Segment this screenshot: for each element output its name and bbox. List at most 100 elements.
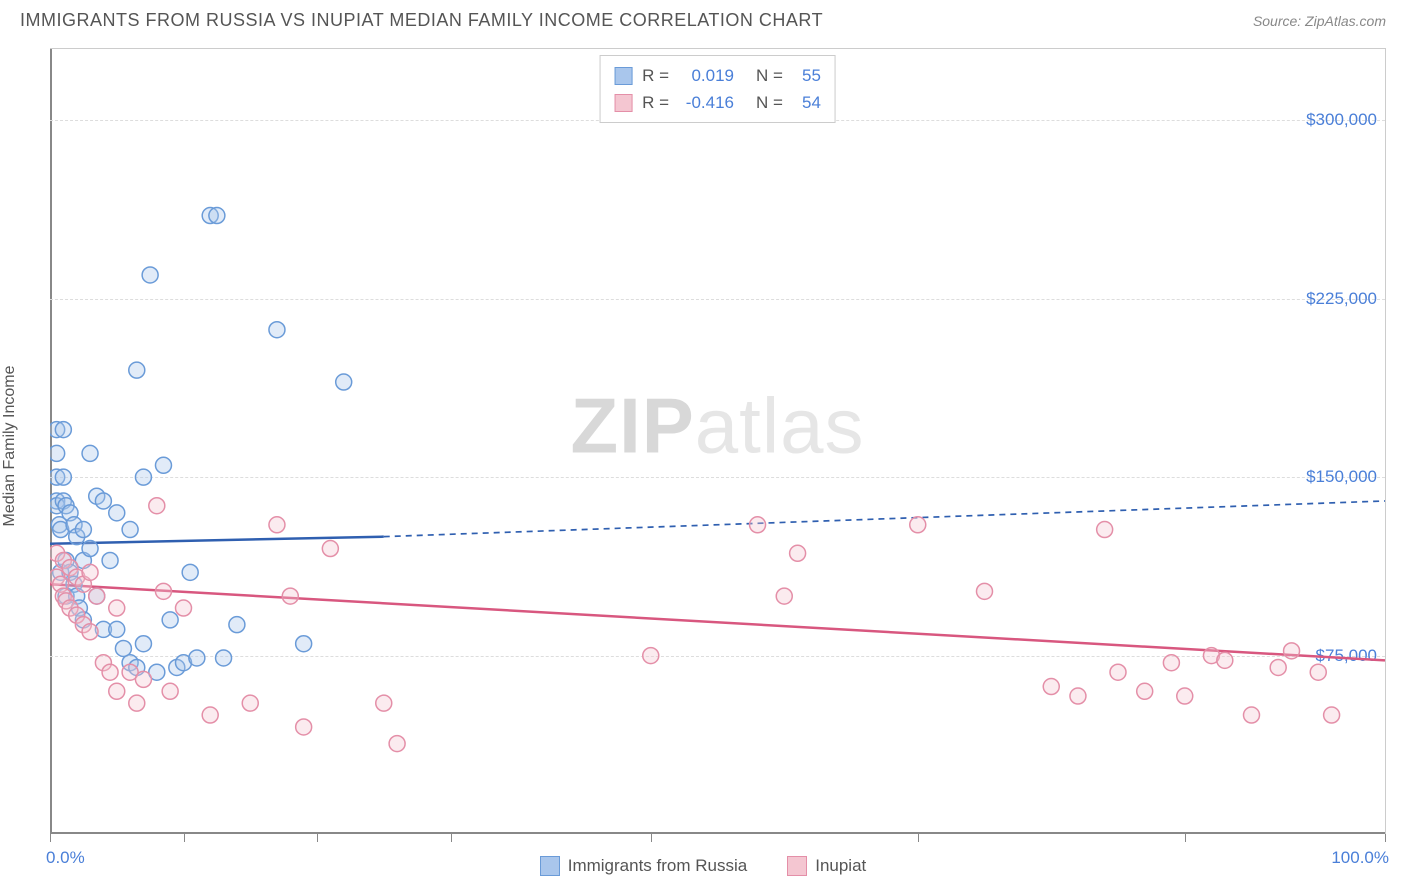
legend-r-label: R = bbox=[642, 62, 669, 89]
data-point-russia bbox=[95, 493, 111, 509]
data-point-inupiat bbox=[176, 600, 192, 616]
legend-n-label: N = bbox=[756, 62, 783, 89]
data-point-inupiat bbox=[977, 583, 993, 599]
legend-r-value: 0.019 bbox=[679, 62, 734, 89]
data-point-russia bbox=[122, 522, 138, 538]
data-point-inupiat bbox=[82, 624, 98, 640]
data-point-russia bbox=[129, 362, 145, 378]
data-point-russia bbox=[135, 469, 151, 485]
data-point-inupiat bbox=[1097, 522, 1113, 538]
data-point-russia bbox=[142, 267, 158, 283]
data-point-inupiat bbox=[1163, 655, 1179, 671]
data-point-inupiat bbox=[1137, 683, 1153, 699]
legend-item-russia: Immigrants from Russia bbox=[540, 856, 747, 876]
data-point-inupiat bbox=[750, 517, 766, 533]
data-point-russia bbox=[82, 445, 98, 461]
x-tick bbox=[918, 834, 919, 842]
regression-line-dashed-russia bbox=[384, 501, 1385, 537]
x-tick bbox=[317, 834, 318, 842]
data-point-russia bbox=[55, 469, 71, 485]
data-point-inupiat bbox=[269, 517, 285, 533]
data-point-inupiat bbox=[135, 671, 151, 687]
legend-n-label: N = bbox=[756, 89, 783, 116]
data-point-inupiat bbox=[1177, 688, 1193, 704]
data-point-russia bbox=[135, 636, 151, 652]
legend-swatch-russia bbox=[540, 856, 560, 876]
legend-item-inupiat: Inupiat bbox=[787, 856, 866, 876]
data-point-inupiat bbox=[1043, 679, 1059, 695]
x-tick bbox=[1185, 834, 1186, 842]
chart-header: IMMIGRANTS FROM RUSSIA VS INUPIAT MEDIAN… bbox=[0, 0, 1406, 39]
x-tick bbox=[184, 834, 185, 842]
data-point-russia bbox=[109, 621, 125, 637]
data-point-russia bbox=[209, 208, 225, 224]
data-point-inupiat bbox=[242, 695, 258, 711]
data-point-inupiat bbox=[202, 707, 218, 723]
correlation-legend: R = 0.019 N = 55 R = -0.416 N = 54 bbox=[599, 55, 836, 123]
data-point-russia bbox=[75, 522, 91, 538]
data-point-inupiat bbox=[1284, 643, 1300, 659]
data-point-inupiat bbox=[776, 588, 792, 604]
data-point-russia bbox=[109, 505, 125, 521]
data-point-inupiat bbox=[89, 588, 105, 604]
data-point-russia bbox=[82, 541, 98, 557]
data-point-inupiat bbox=[82, 564, 98, 580]
legend-swatch bbox=[614, 94, 632, 112]
legend-swatch-inupiat bbox=[787, 856, 807, 876]
x-tick bbox=[651, 834, 652, 842]
legend-r-label: R = bbox=[642, 89, 669, 116]
x-tick bbox=[50, 834, 51, 842]
legend-label-inupiat: Inupiat bbox=[815, 856, 866, 876]
chart-title: IMMIGRANTS FROM RUSSIA VS INUPIAT MEDIAN… bbox=[20, 10, 823, 31]
legend-label-russia: Immigrants from Russia bbox=[568, 856, 747, 876]
data-point-inupiat bbox=[149, 498, 165, 514]
data-point-inupiat bbox=[322, 541, 338, 557]
data-point-russia bbox=[162, 612, 178, 628]
legend-r-value: -0.416 bbox=[679, 89, 734, 116]
data-point-inupiat bbox=[282, 588, 298, 604]
data-point-russia bbox=[229, 617, 245, 633]
legend-n-value: 54 bbox=[793, 89, 821, 116]
data-point-inupiat bbox=[389, 736, 405, 752]
data-point-russia bbox=[102, 552, 118, 568]
series-legend: Immigrants from Russia Inupiat bbox=[0, 856, 1406, 876]
regression-line-inupiat bbox=[50, 584, 1385, 660]
data-point-russia bbox=[189, 650, 205, 666]
data-point-russia bbox=[216, 650, 232, 666]
data-point-inupiat bbox=[1070, 688, 1086, 704]
data-point-inupiat bbox=[162, 683, 178, 699]
data-point-inupiat bbox=[102, 664, 118, 680]
legend-row: R = 0.019 N = 55 bbox=[614, 62, 821, 89]
data-point-inupiat bbox=[643, 648, 659, 664]
data-point-inupiat bbox=[1110, 664, 1126, 680]
data-point-inupiat bbox=[109, 683, 125, 699]
data-point-inupiat bbox=[1324, 707, 1340, 723]
data-point-russia bbox=[296, 636, 312, 652]
data-point-inupiat bbox=[910, 517, 926, 533]
x-tick bbox=[451, 834, 452, 842]
data-point-russia bbox=[55, 422, 71, 438]
data-point-russia bbox=[269, 322, 285, 338]
data-point-inupiat bbox=[1217, 652, 1233, 668]
data-point-russia bbox=[155, 457, 171, 473]
data-point-inupiat bbox=[296, 719, 312, 735]
data-point-inupiat bbox=[376, 695, 392, 711]
x-tick bbox=[1385, 834, 1386, 842]
data-point-inupiat bbox=[1244, 707, 1260, 723]
data-point-inupiat bbox=[155, 583, 171, 599]
data-point-russia bbox=[50, 445, 65, 461]
data-point-inupiat bbox=[790, 545, 806, 561]
legend-swatch bbox=[614, 67, 632, 85]
legend-n-value: 55 bbox=[793, 62, 821, 89]
data-point-inupiat bbox=[1270, 659, 1286, 675]
data-point-inupiat bbox=[129, 695, 145, 711]
chart-area: ZIPatlas $75,000$150,000$225,000$300,000… bbox=[50, 48, 1386, 834]
data-point-russia bbox=[182, 564, 198, 580]
y-axis-label: Median Family Income bbox=[1, 366, 19, 527]
data-point-inupiat bbox=[109, 600, 125, 616]
data-point-russia bbox=[336, 374, 352, 390]
chart-source: Source: ZipAtlas.com bbox=[1253, 13, 1386, 29]
plot-svg bbox=[50, 49, 1385, 834]
data-point-inupiat bbox=[1310, 664, 1326, 680]
legend-row: R = -0.416 N = 54 bbox=[614, 89, 821, 116]
